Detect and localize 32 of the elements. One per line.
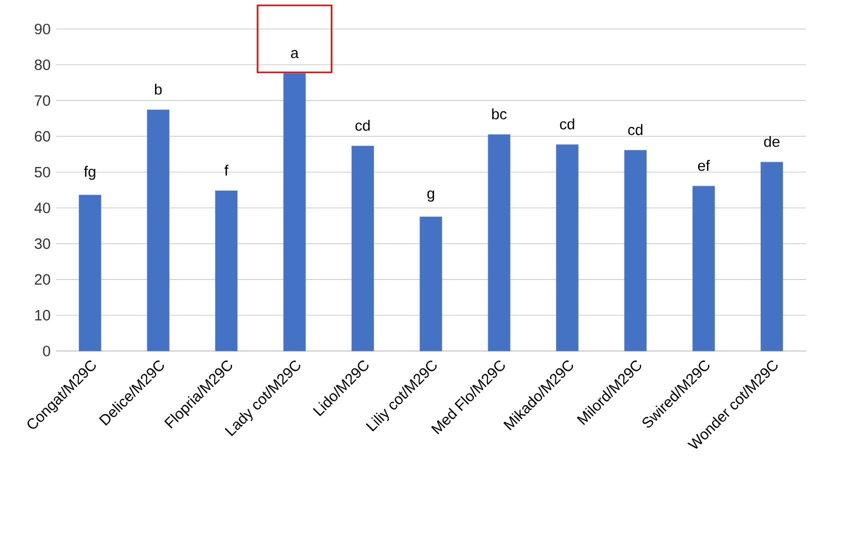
annotation: a	[291, 50, 299, 58]
y-tick-label: 50	[34, 166, 50, 178]
bar	[420, 216, 442, 352]
annotation: cd	[560, 118, 574, 130]
annotation: cd	[628, 124, 642, 136]
y-tick-label: 20	[34, 274, 50, 285]
annotation: cd	[355, 120, 370, 131]
annotation: f	[224, 164, 228, 176]
annotation: de	[764, 136, 780, 147]
y-tick-label: 90	[34, 24, 50, 34]
bar	[488, 134, 510, 352]
annotation: b	[154, 84, 162, 95]
bar	[624, 150, 647, 352]
y-tick-label: 60	[34, 131, 50, 142]
y-tick-label: 80	[34, 59, 50, 70]
bar	[692, 186, 715, 352]
bar	[283, 73, 306, 352]
bar	[146, 110, 170, 352]
y-tick-label: 70	[34, 95, 50, 106]
annotation: fg	[84, 166, 96, 180]
y-tick-label: 40	[34, 202, 50, 214]
bar	[352, 146, 374, 352]
bar	[78, 194, 102, 352]
bar	[760, 162, 784, 352]
y-tick-label: 10	[35, 310, 50, 321]
annotation: bc	[492, 108, 507, 120]
bar	[215, 190, 238, 352]
bar	[556, 144, 578, 352]
annotation: g	[427, 190, 434, 202]
y-tick-label: 30	[34, 238, 50, 249]
annotation: ef	[698, 160, 710, 171]
y-tick-label: 0	[42, 346, 50, 356]
